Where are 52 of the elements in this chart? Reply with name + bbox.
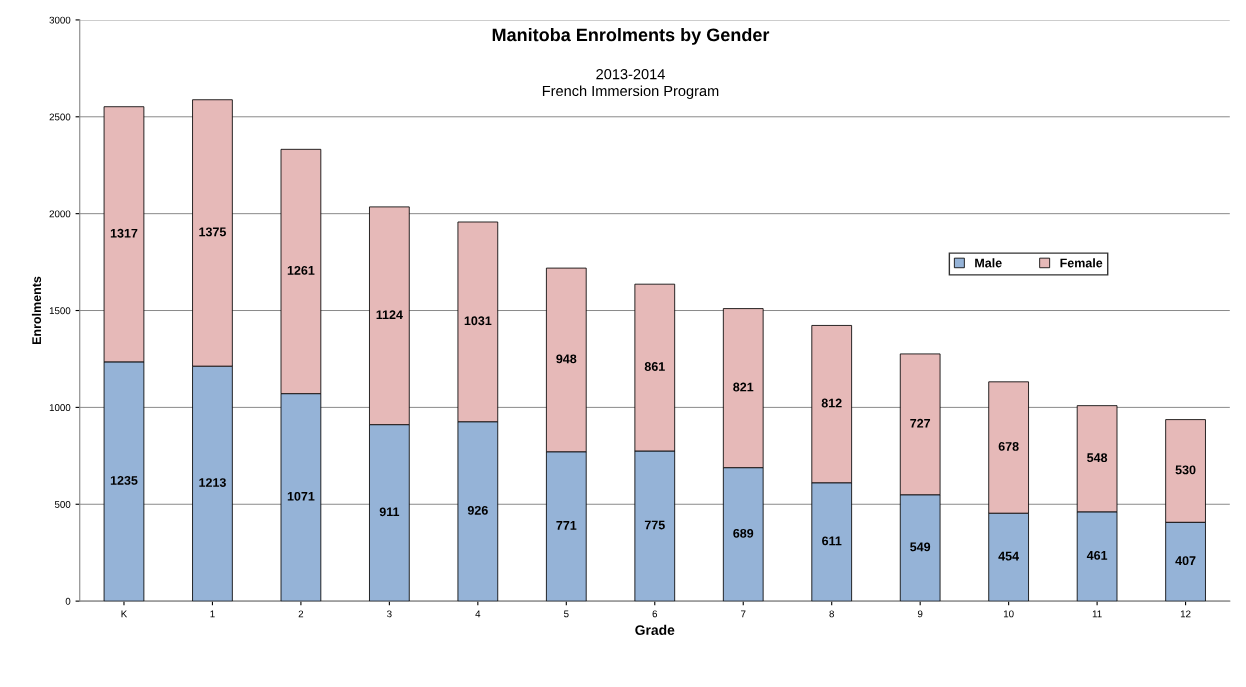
x-tick-label: 11: [1092, 610, 1102, 618]
x-tick-label: 10: [1003, 610, 1014, 618]
data-label: 812: [821, 398, 842, 408]
x-tick-label: K: [121, 610, 128, 618]
y-tick-label: 500: [54, 500, 71, 508]
data-label: 821: [733, 382, 754, 392]
data-label: 948: [556, 354, 577, 364]
legend-label: Male: [975, 258, 1002, 268]
data-label: 548: [1087, 453, 1108, 463]
x-tick-label: 5: [563, 610, 569, 618]
x-tick-label: 2: [298, 610, 304, 618]
chart-title: Manitoba Enrolments by Gender: [492, 28, 770, 45]
y-tick-label: 0: [65, 597, 71, 605]
data-label: 678: [998, 442, 1019, 451]
x-axis-title: Grade: [635, 624, 675, 635]
data-label: 407: [1175, 556, 1196, 566]
legend-label: Female: [1060, 258, 1103, 268]
data-label: 1375: [199, 227, 226, 237]
y-tick-label: 2000: [49, 210, 71, 218]
text: 2013-2014 French Immersion Program: [542, 69, 719, 99]
y-tick-label: 1000: [49, 404, 71, 412]
data-label: 926: [467, 505, 488, 515]
data-label: 1031: [464, 316, 492, 326]
y-tick-label: 2500: [49, 113, 71, 121]
data-label: 727: [910, 418, 931, 428]
x-tick-label: 12: [1180, 610, 1191, 618]
data-label: 771: [556, 521, 577, 530]
y-tick-label: 3000: [49, 16, 71, 24]
data-label: 454: [998, 551, 1019, 561]
data-label: 1124: [376, 310, 403, 319]
y-axis-title: Enrolments: [31, 276, 42, 345]
x-tick-label: 7: [741, 610, 746, 618]
x-tick-label: 4: [475, 610, 481, 618]
data-label: 911: [379, 507, 400, 517]
data-label: 1235: [110, 476, 138, 485]
data-label: 861: [644, 362, 665, 371]
x-tick-label: 9: [917, 610, 923, 618]
data-label: 611: [822, 536, 842, 546]
data-label: 1261: [287, 265, 315, 275]
y-tick-label: 1500: [49, 307, 71, 315]
data-label: 775: [644, 520, 665, 530]
x-tick-label: 3: [387, 610, 392, 618]
data-label: 1071: [287, 491, 315, 501]
x-tick-label: 8: [829, 610, 834, 618]
data-label: 1213: [199, 478, 226, 487]
x-tick-label: 6: [652, 610, 658, 618]
data-label: 1317: [110, 228, 138, 238]
data-label: 461: [1086, 550, 1108, 560]
data-label: 689: [733, 528, 754, 538]
data-label: 549: [910, 542, 931, 552]
data-label: 530: [1175, 465, 1196, 475]
x-tick-label: 1: [210, 610, 215, 618]
